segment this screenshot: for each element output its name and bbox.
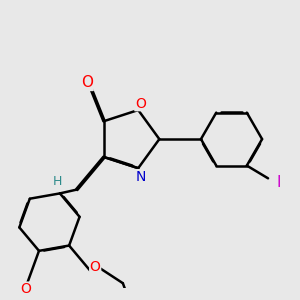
Text: O: O xyxy=(90,260,101,274)
Text: N: N xyxy=(135,170,146,184)
Text: I: I xyxy=(276,175,281,190)
Text: O: O xyxy=(20,282,31,296)
Text: O: O xyxy=(135,97,146,111)
Text: O: O xyxy=(81,75,93,90)
Text: H: H xyxy=(53,175,62,188)
